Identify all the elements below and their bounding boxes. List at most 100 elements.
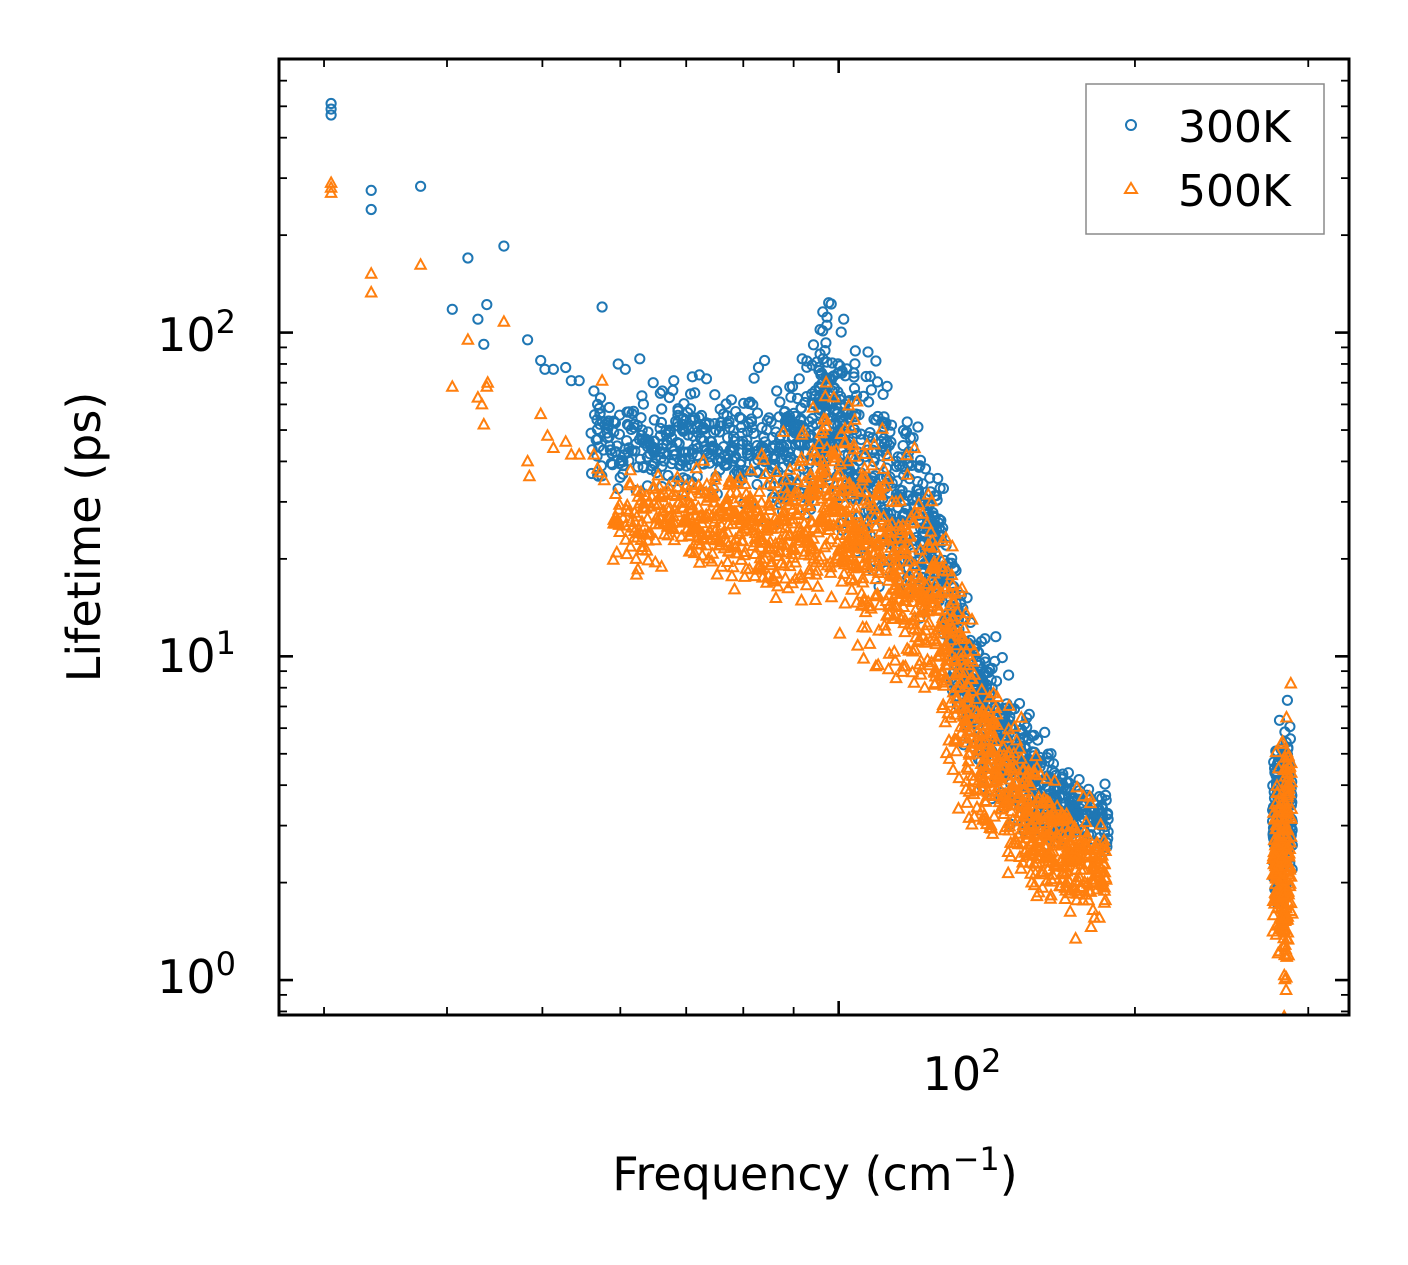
point-500k — [972, 736, 987, 750]
point-500k — [793, 524, 808, 538]
point-300k — [573, 375, 585, 387]
point-300k — [674, 460, 686, 472]
point-300k — [809, 385, 821, 397]
point-500k — [689, 460, 704, 474]
point-300k — [748, 372, 760, 384]
point-300k — [773, 441, 786, 454]
point-500k — [812, 521, 827, 534]
point-500k — [946, 624, 961, 638]
point-500k — [960, 694, 975, 708]
point-500k — [965, 612, 979, 625]
point-500k — [597, 472, 612, 486]
point-300k — [622, 446, 634, 459]
point-300k — [786, 380, 799, 393]
point-500k — [978, 775, 993, 789]
point-300k — [734, 411, 746, 423]
point-500k — [1056, 827, 1071, 841]
point-300k — [974, 671, 986, 683]
point-300k — [870, 355, 882, 367]
point-500k — [788, 571, 803, 584]
point-500k — [920, 652, 935, 665]
point-500k — [692, 555, 707, 568]
point-500k — [801, 530, 816, 544]
point-500k — [769, 590, 783, 603]
y-tick-label: 100 — [157, 945, 236, 1004]
point-500k — [763, 534, 778, 547]
point-500k — [1011, 836, 1026, 850]
point-500k — [871, 657, 886, 670]
point-300k — [634, 353, 646, 365]
point-500k — [854, 586, 869, 599]
point-500k — [662, 517, 677, 530]
y-tick-label: 102 — [157, 303, 236, 362]
point-500k — [811, 474, 826, 488]
point-500k — [921, 487, 936, 500]
point-500k — [1020, 774, 1035, 788]
point-500k — [1018, 825, 1033, 838]
point-500k — [934, 622, 949, 635]
point-500k — [683, 528, 697, 542]
point-500k — [927, 540, 942, 553]
point-500k — [1284, 829, 1298, 842]
point-500k — [1284, 801, 1299, 814]
point-500k — [923, 539, 938, 552]
point-300k — [919, 463, 932, 475]
point-300k — [668, 375, 680, 387]
point-500k — [830, 468, 845, 481]
point-500k — [845, 483, 860, 497]
point-500k — [748, 568, 762, 582]
point-300k — [937, 482, 950, 494]
point-500k — [880, 471, 895, 484]
point-300k — [472, 313, 484, 325]
point-300k — [1023, 708, 1035, 721]
point-500k — [914, 667, 928, 680]
point-300k — [462, 252, 474, 264]
point-500k — [978, 810, 993, 824]
point-500k — [833, 456, 848, 470]
point-300k — [751, 407, 764, 419]
point-500k — [1269, 744, 1283, 758]
point-500k — [913, 570, 928, 584]
point-500k — [833, 483, 848, 497]
point-500k — [823, 565, 838, 578]
point-500k — [647, 495, 662, 509]
point-300k — [864, 427, 876, 439]
point-300k — [834, 360, 846, 372]
point-300k — [565, 375, 577, 387]
point-500k — [842, 475, 857, 489]
point-500k — [946, 684, 961, 698]
point-500k — [1015, 821, 1030, 835]
point-500k — [804, 514, 819, 527]
point-500k — [788, 484, 802, 498]
point-500k — [1281, 866, 1295, 880]
point-500k — [324, 185, 338, 198]
point-500k — [954, 674, 968, 688]
point-500k — [1284, 765, 1299, 778]
point-500k — [627, 529, 642, 543]
point-500k — [1283, 903, 1298, 916]
point-500k — [778, 570, 793, 584]
point-500k — [608, 486, 623, 499]
point-300k — [594, 418, 606, 430]
point-500k — [623, 477, 637, 491]
legend-marker-300k — [1125, 119, 1137, 131]
point-500k — [867, 436, 882, 450]
point-500k — [975, 717, 990, 731]
point-500k — [960, 690, 975, 703]
point-300k — [683, 453, 696, 466]
point-500k — [619, 546, 634, 560]
point-300k — [744, 396, 756, 408]
point-500k — [1039, 771, 1054, 784]
point-500k — [651, 467, 665, 481]
point-300k — [738, 397, 750, 409]
point-300k — [849, 345, 861, 357]
point-300k — [325, 103, 337, 115]
point-500k — [768, 565, 783, 579]
point-500k — [720, 524, 735, 538]
point-500k — [795, 427, 809, 440]
point-300k — [835, 326, 847, 338]
point-500k — [945, 577, 960, 590]
point-500k — [946, 608, 960, 622]
point-500k — [817, 500, 831, 513]
point-300k — [522, 334, 534, 346]
